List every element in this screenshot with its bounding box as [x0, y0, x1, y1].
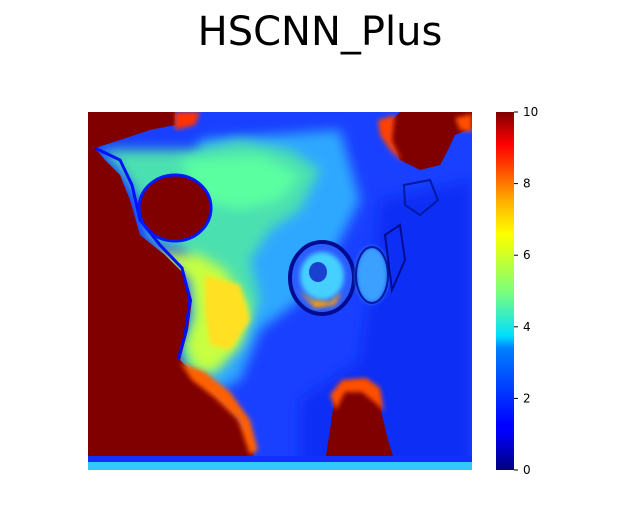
colorbar-tick-label: 4: [523, 320, 531, 334]
colorbar-tick-label: 0: [523, 463, 531, 477]
colorbar-tick-label: 10: [523, 105, 538, 119]
colorbar-tick-label: 8: [523, 177, 531, 191]
colorbar-tick-label: 6: [523, 248, 531, 262]
colorbar-gradient: [496, 112, 514, 470]
colorbar: 0 2 4 6 8 10: [496, 105, 538, 477]
colorbar-tick-label: 2: [523, 391, 531, 405]
heatmap-image: [88, 112, 472, 470]
chart-title: HSCNN_Plus: [197, 9, 443, 55]
